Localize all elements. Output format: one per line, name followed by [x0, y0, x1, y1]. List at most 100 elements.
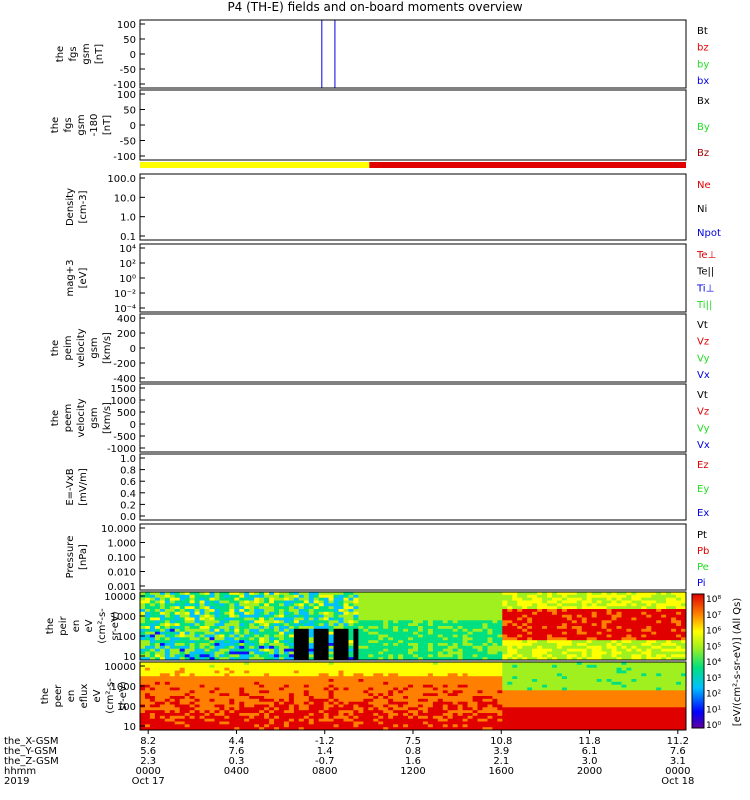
heatmap-cell: [239, 654, 245, 658]
heatmap-cell: [169, 617, 176, 621]
heatmap-cell: [194, 721, 201, 725]
heatmap-cell: [179, 654, 186, 658]
heatmap-cell: [581, 684, 588, 689]
heatmap-cell: [189, 687, 196, 691]
heatmap-cell: [437, 603, 444, 607]
heatmap-cell: [199, 684, 206, 689]
heatmap-cell: [393, 670, 399, 674]
heatmap-cell: [318, 693, 325, 697]
heatmap-cell: [552, 710, 558, 714]
heatmap-cell: [199, 676, 206, 680]
heatmap-cell: [552, 634, 558, 638]
heatmap-cell: [482, 707, 489, 711]
heatmap-cell: [274, 662, 280, 666]
heatmap-cell: [571, 603, 578, 607]
heatmap-cell: [274, 643, 280, 647]
heatmap-cell: [661, 614, 667, 619]
heatmap-cell: [189, 673, 196, 677]
heatmap-cell: [571, 643, 578, 647]
heatmap-cell: [566, 684, 573, 689]
heatmap-cell: [229, 640, 235, 644]
heatmap-cell: [194, 617, 201, 621]
heatmap-cell: [303, 614, 310, 619]
heatmap-cell: [606, 614, 613, 619]
heatmap-cell: [393, 611, 399, 616]
heatmap-cell: [482, 676, 489, 680]
heatmap-cell: [571, 684, 578, 689]
heatmap-cell: [422, 643, 429, 647]
heatmap-cell: [497, 681, 503, 686]
ytick-label: 0.8: [120, 466, 136, 477]
heatmap-cell: [452, 592, 459, 596]
heatmap-cell: [621, 611, 628, 616]
heatmap-cell: [328, 603, 335, 607]
heatmap-cell: [512, 662, 518, 666]
heatmap-cell: [477, 634, 484, 638]
heatmap-cell: [333, 673, 340, 677]
heatmap-cell: [457, 724, 464, 728]
heatmap-cell: [581, 690, 588, 694]
heatmap-cell: [323, 594, 330, 599]
heatmap-cell: [179, 673, 186, 677]
heatmap-cell: [492, 681, 498, 686]
heatmap-cell: [368, 713, 374, 717]
heatmap-cell: [512, 634, 518, 638]
heatmap-cell: [373, 626, 379, 630]
heatmap-cell: [527, 614, 533, 619]
heatmap-cell: [293, 603, 300, 607]
heatmap-cell: [283, 696, 290, 700]
heatmap-cell: [403, 634, 409, 638]
heatmap-cell: [661, 606, 667, 610]
heatmap-cell: [681, 611, 686, 616]
heatmap-cell: [636, 631, 642, 636]
heatmap-cell: [566, 724, 573, 728]
heatmap-cell: [244, 603, 250, 607]
heatmap-cell: [388, 594, 394, 599]
heatmap-cell: [467, 662, 474, 666]
heatmap-cell: [293, 597, 300, 602]
heatmap-cell: [293, 623, 300, 627]
heatmap-cell: [681, 594, 686, 599]
heatmap-cell: [666, 634, 672, 638]
heatmap-cell: [145, 594, 151, 599]
heatmap-cell: [596, 606, 603, 610]
heatmap-cell: [288, 681, 295, 686]
heatmap-cell: [279, 704, 285, 708]
heatmap-cell: [343, 707, 350, 711]
heatmap-cell: [403, 710, 409, 714]
heatmap-cell: [303, 718, 310, 723]
heatmap-cell: [219, 727, 225, 730]
heatmap-cell: [373, 693, 379, 697]
heatmap-cell: [457, 623, 464, 627]
heatmap-cell: [343, 673, 350, 677]
heatmap-cell: [467, 698, 474, 703]
heatmap-cell: [254, 606, 260, 610]
heatmap-cell: [502, 715, 508, 720]
heatmap-cell: [279, 690, 285, 694]
heatmap-cell: [293, 684, 300, 689]
heatmap-cell: [189, 611, 196, 616]
heatmap-cell: [571, 600, 578, 604]
heatmap-cell: [333, 643, 340, 647]
heatmap-cell: [378, 687, 384, 691]
ytick-label: 10000: [104, 592, 136, 603]
heatmap-cell: [328, 664, 335, 669]
heatmap-cell: [145, 693, 151, 697]
heatmap-cell: [333, 670, 340, 674]
heatmap-cell: [288, 718, 295, 723]
legend-item: by: [697, 59, 709, 70]
heatmap-cell: [641, 620, 647, 624]
heatmap-cell: [353, 710, 359, 714]
heatmap-cell: [373, 667, 379, 672]
heatmap-cell: [308, 707, 315, 711]
heatmap-cell: [492, 698, 498, 703]
heatmap-cell: [626, 623, 632, 627]
heatmap-cell: [303, 724, 310, 728]
heatmap-cell: [477, 724, 484, 728]
heatmap-cell: [482, 715, 489, 720]
heatmap-cell: [566, 637, 573, 641]
heatmap-cell: [547, 640, 553, 644]
heatmap-cell: [264, 631, 270, 636]
heatmap-cell: [358, 670, 364, 674]
heatmap-cell: [149, 651, 156, 655]
